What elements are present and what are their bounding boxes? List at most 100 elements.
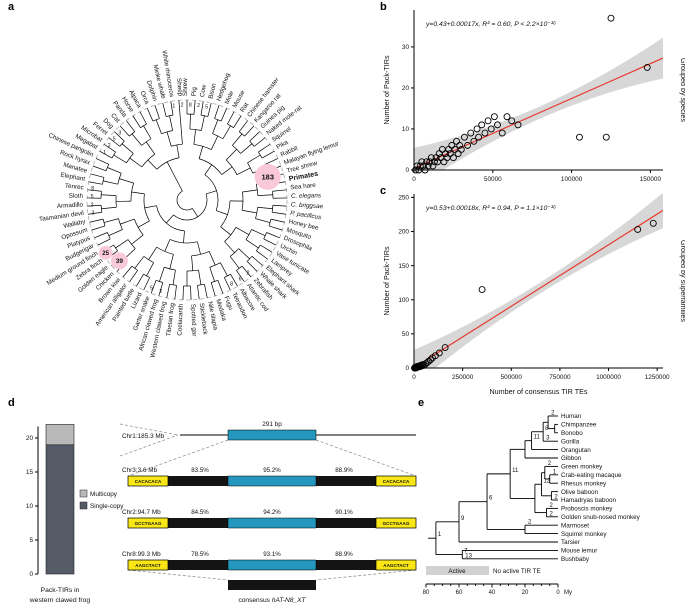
data-point [508,117,516,125]
count-number: 3 [118,130,121,136]
node-count: 12 [544,478,551,484]
species-name: Marmoset [561,522,589,529]
time-tick: 60 [456,590,463,596]
gene-row: Chr2:94.7 Mb 84.5% 94.2% 90.1% GCCTGAAG GCCTG… [122,509,417,529]
tick-labels: 0 250000 500000 750000 1000000 1250000 0 50 100 1… [398,195,670,381]
species-name: Olive baboon [561,489,599,496]
time-axis [425,583,559,588]
species-label: C. elegans [291,192,322,200]
species-label: Coelacanth [176,303,184,336]
packtir-bar-chart: 0 5 10 15 20 Multicopy Single-copy Pack-TIRs in… [26,424,124,604]
count-number: 6 [239,276,242,282]
species-name: Bonobo [561,430,583,437]
data-point [460,133,468,141]
consensus-box [228,580,316,590]
count-number: 8 [91,186,94,192]
bar-y-tick: 5 [29,537,33,544]
panel-label-a: a [8,1,15,13]
time-unit: My [564,590,572,596]
time-tick: 80 [423,590,430,596]
species-label: Elephant [60,172,86,183]
species-name: Tarsier [561,539,580,546]
species-name: Orangutan [561,447,591,454]
species-label: Shrew [182,78,189,96]
bar-segments [45,424,75,575]
bar-y-tick: 20 [26,435,34,442]
species-name: Squirrel monkey [561,531,607,538]
active-label: Active [448,568,466,575]
species-label: Stickleback [198,303,209,336]
y-tick-label: 0 [405,365,409,372]
data-point [481,129,489,137]
x-tick-label: 1250000 [645,374,670,381]
branch-count: 1 [553,469,557,475]
count-number: 8 [230,281,233,287]
data-point [464,141,472,149]
data-points [411,219,657,372]
node-count: 6 [489,496,493,502]
branch-count: 2 [554,495,558,501]
y-tick-label: 20 [402,85,410,92]
count-number: 5 [205,105,208,111]
insertion-size-label: 291 bp [262,421,282,428]
x-tick-label: 0 [412,176,416,183]
tir-seq-right: AAGCTACT [383,563,409,568]
species-name: Mouse lemur [561,548,597,555]
regression-line [414,57,663,169]
identity-mid: 95.2% [263,467,281,474]
identity-right: 88.9% [335,467,353,474]
data-point [425,357,433,365]
tir-seq-right: GCCTGAAG [383,521,410,526]
data-point [494,121,501,129]
count-number: 2 [108,143,111,149]
data-point [423,158,431,166]
identity-mid: 93.1% [263,551,281,558]
species-name: Crab-eating macaque [561,472,622,479]
flank-right [316,518,376,528]
time-tick: 0 [556,590,560,596]
data-point [457,146,465,153]
data-points [412,14,651,174]
data-point [435,349,443,357]
panel-label-b: b [380,1,387,13]
axes [411,10,663,173]
node-count: 11 [534,435,541,441]
data-point [576,133,583,141]
tir-box-left [127,559,169,571]
x-tick-label: 150000 [640,176,662,183]
species-name: Bushbaby [561,556,590,563]
time-tick-labels: 80 60 40 20 0 My [423,590,572,596]
gene-row: Chr3:3.6 Mb 83.5% 95.2% 88.9% CACACACA CACACA… [122,467,417,487]
count-number: 2 [181,103,184,109]
species-label: Pig [190,86,198,96]
data-point [602,133,610,141]
y-axis-title: Number of Pack-TIRs [382,55,391,125]
gene-row: Chr1:185.3 Mb 291 bp [122,421,416,441]
chr-label: Chr1:185.3 Mb [122,433,165,440]
node-count: 1 [438,532,442,538]
inactive-label: No active TIR TE [493,568,541,575]
count-badge-circle [110,252,128,270]
node-count: 7 [464,549,468,555]
bar-y-tick: 15 [26,469,34,476]
species-label: Tenrec [65,183,85,192]
species-name: Proboscis monkey [561,506,613,513]
count-number: 1 [172,103,175,109]
captured-segment [227,559,317,571]
active-region [426,566,489,575]
bar-tick-labels: 0 5 10 15 20 [26,435,34,578]
species-label: Tibetan frog [165,302,176,336]
species-label: Sheep [175,78,184,97]
identity-left: 84.5% [191,509,209,516]
chr-label: Chr2:94.7 Mb [122,509,161,516]
primate-tree-panel: Human2ChimpanzeeBonoboGorilla3OrangutanG… [423,411,641,597]
count-number: 8 [189,103,192,109]
y-tick-label: 250 [398,195,409,202]
equation-label: y=0.53+0.00018x, R² = 0.94, P = 1.1×10⁻¹… [425,205,556,212]
flank-left [168,560,228,570]
flank-left [168,476,228,486]
time-tick: 20 [522,590,529,596]
data-point [487,125,495,133]
x-tick-label: 250000 [452,374,474,381]
count-number: 5 [150,286,153,292]
